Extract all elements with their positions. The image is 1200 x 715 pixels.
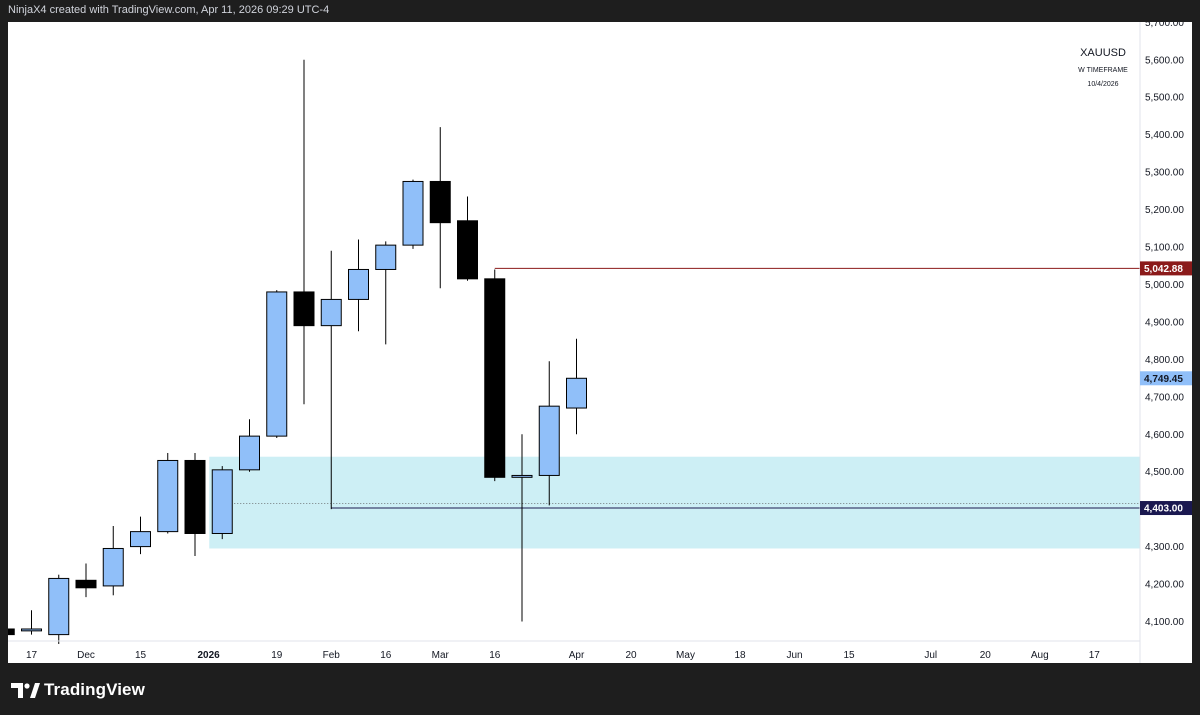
demand-zone-layer	[209, 456, 1140, 549]
candle-up	[211, 469, 233, 534]
candle-up	[402, 180, 424, 246]
time-axis[interactable]: 17 Dec 15 2026 19 Feb 16 Mar 16 Apr 20 May 18 Jun 15 Ju…	[26, 650, 1100, 661]
candle-up	[130, 531, 151, 548]
price-tick-label: 5,600.00	[1145, 55, 1184, 66]
time-tick-label: 16	[380, 650, 392, 661]
candle-up	[239, 435, 260, 471]
time-tick-label: Feb	[323, 650, 341, 661]
chart-frame[interactable]: 17 Dec 15 2026 19 Feb 16 Mar 16 Apr 20 May 18 Jun 15 Ju…	[8, 22, 1192, 663]
candle-down	[75, 579, 97, 589]
candle-up	[102, 547, 124, 587]
resistance-price-label: 5,042.88	[1144, 264, 1183, 275]
chart-background	[8, 22, 1192, 663]
time-tick-label: 16	[489, 650, 501, 661]
candle-up	[375, 244, 397, 270]
price-tick-label: 4,900.00	[1145, 317, 1184, 328]
price-tick-label: 4,100.00	[1145, 617, 1184, 628]
time-tick-label: 15	[135, 650, 147, 661]
time-tick-label: 17	[26, 650, 38, 661]
candle-up	[538, 405, 560, 476]
time-tick-label: Dec	[77, 650, 95, 661]
price-tick-label: 5,100.00	[1145, 243, 1184, 254]
candle-up	[266, 291, 288, 437]
chart-header: NinjaX4 created with TradingView.com, Ap…	[0, 0, 1200, 22]
price-tick-label: 5,700.00	[1145, 22, 1184, 29]
footer-bar: TradingView	[0, 663, 1200, 715]
price-tick-label: 5,400.00	[1145, 130, 1184, 141]
time-tick-label: 18	[734, 650, 746, 661]
price-tick-label: 5,000.00	[1145, 280, 1184, 291]
price-tick-label: 4,800.00	[1145, 355, 1184, 366]
price-tick-label: 4,300.00	[1145, 542, 1184, 553]
symbol-watermark: XAUUSD W TIMEFRAME 10/4/2026	[1078, 47, 1128, 88]
time-tick-label: 17	[1089, 650, 1101, 661]
time-tick-label: Jul	[924, 650, 937, 661]
time-tick-label: Aug	[1031, 650, 1049, 661]
time-tick-label: Jun	[786, 650, 802, 661]
price-tick-label: 5,500.00	[1145, 93, 1184, 104]
time-tick-label: 20	[980, 650, 992, 661]
candle-down	[457, 220, 478, 280]
candle-down	[184, 459, 206, 534]
brand-name: TradingView	[44, 680, 145, 699]
price-tick-label: 5,200.00	[1145, 205, 1184, 216]
price-tick-label: 5,300.00	[1145, 168, 1184, 179]
credit-text: NinjaX4 created with TradingView.com, Ap…	[8, 4, 330, 16]
time-tick-label: Mar	[432, 650, 450, 661]
candle-up	[21, 628, 42, 632]
watermark-timeframe: W TIMEFRAME	[1078, 67, 1128, 74]
time-tick-label: May	[676, 650, 695, 661]
candles-layer	[8, 59, 587, 644]
time-tick-label: 20	[625, 650, 637, 661]
price-labels-layer: 5,042.88 4,403.00 4,749.45	[1140, 261, 1192, 516]
time-tick-label: 15	[843, 650, 855, 661]
time-tick-label: Apr	[569, 650, 585, 661]
candle-down	[429, 180, 451, 224]
tradingview-brand[interactable]: TradingView	[10, 679, 145, 701]
price-tick-label: 4,200.00	[1145, 580, 1184, 591]
candle-up	[566, 377, 587, 409]
support-price-label: 4,403.00	[1144, 504, 1183, 515]
price-tick-label: 4,600.00	[1145, 430, 1184, 441]
candle-up	[511, 474, 533, 478]
time-tick-label: 2026	[198, 650, 221, 661]
candle-down	[293, 291, 315, 327]
resistance-price-badge	[1140, 261, 1192, 276]
candle-up	[157, 459, 179, 533]
time-tick-label: 19	[271, 650, 283, 661]
watermark-symbol: XAUUSD	[1080, 47, 1126, 59]
candle-up	[320, 298, 342, 327]
current-price-label: 4,749.45	[1144, 374, 1183, 385]
candlestick-chart[interactable]: 17 Dec 15 2026 19 Feb 16 Mar 16 Apr 20 May 18 Jun 15 Ju…	[8, 22, 1192, 663]
candle-down	[8, 628, 15, 636]
current-price-badge	[1140, 371, 1192, 386]
price-tick-label: 4,700.00	[1145, 392, 1184, 403]
tradingview-logo-icon	[11, 683, 40, 698]
candle-down	[484, 278, 506, 478]
price-tick-label: 4,500.00	[1145, 467, 1184, 478]
level-lines-layer	[222, 267, 1140, 509]
candle-up	[48, 577, 70, 636]
candle-up	[348, 268, 369, 300]
watermark-date: 10/4/2026	[1087, 81, 1118, 88]
support-price-badge	[1140, 501, 1192, 516]
demand-zone-rect	[209, 456, 1140, 549]
